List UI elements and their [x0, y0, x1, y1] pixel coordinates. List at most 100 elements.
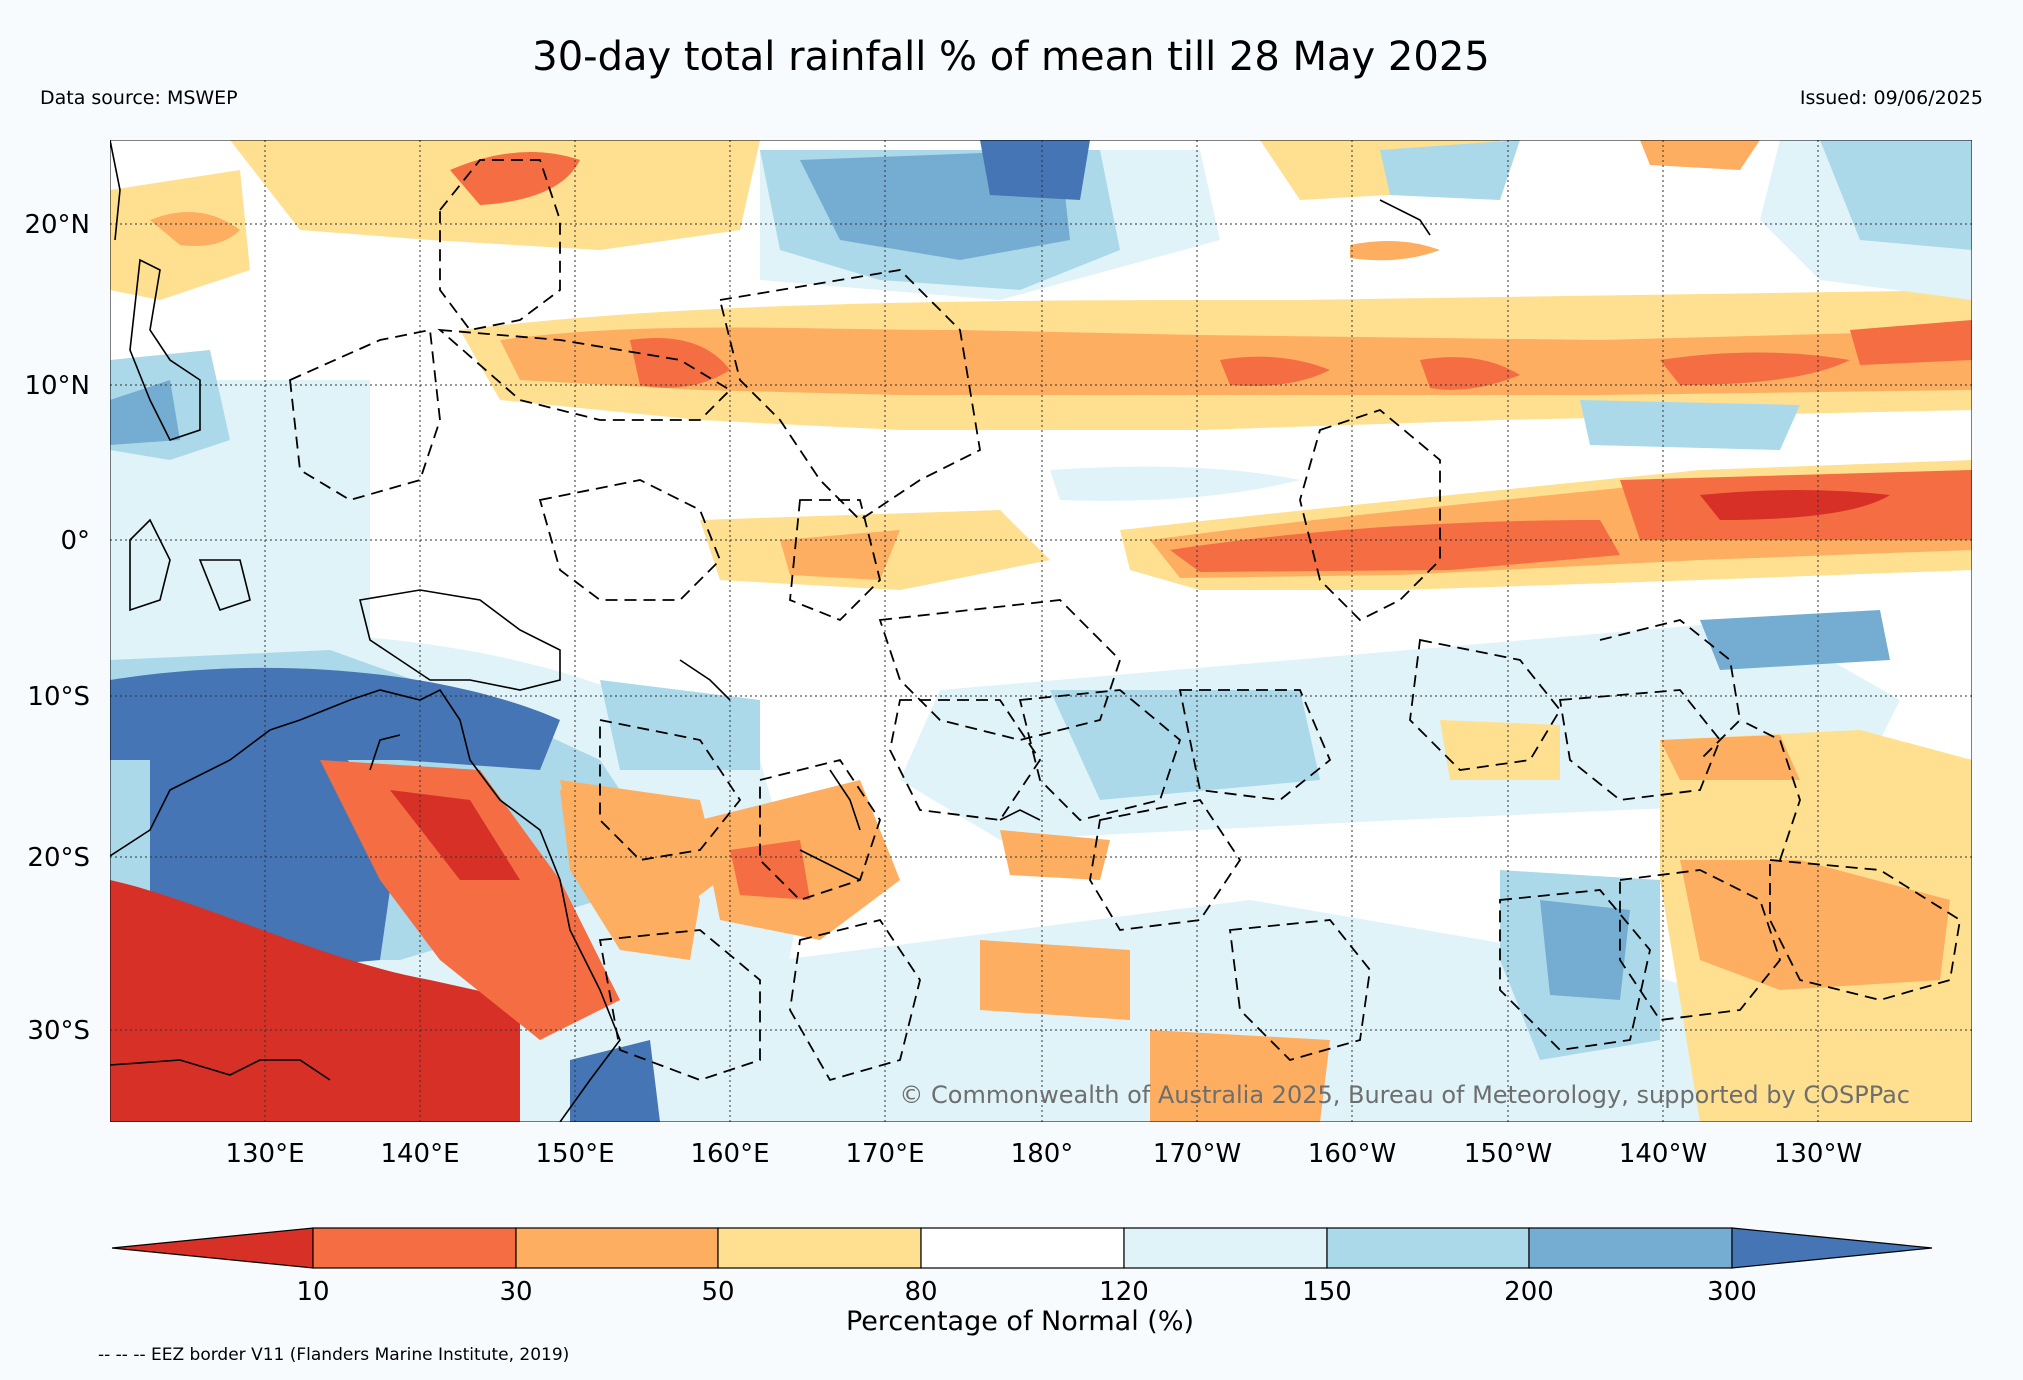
eez-boundary: [1558, 689, 1722, 801]
rain-region: [390, 790, 520, 880]
rain-region: [1640, 140, 1760, 170]
colorbar-tick-label: 30: [499, 1277, 532, 1307]
eez-footnote: -- -- -- EEZ border V11 (Flanders Marine…: [98, 1345, 569, 1365]
eez-boundary: [789, 499, 881, 622]
eez-boundary: [439, 159, 561, 331]
rainfall-shading: [110, 140, 1972, 1122]
colorbar-segment: [312, 1227, 517, 1269]
fiji-coastline: [999, 809, 1041, 821]
rain-region: [1440, 720, 1560, 780]
eez-boundary: [759, 758, 881, 902]
eez-boundary: [1409, 638, 1562, 771]
eez-boundary: [1769, 859, 1961, 1001]
map-title: 30-day total rainfall % of mean till 28 …: [532, 34, 1489, 80]
latitude-tick-label: 0°: [60, 526, 90, 556]
eez-boundary: [1018, 689, 1182, 821]
longitude-tick-label: 130°E: [225, 1139, 304, 1169]
data-source-label: Data source: MSWEP: [40, 87, 238, 109]
eez-boundary: [878, 599, 1122, 741]
rain-region: [1150, 1030, 1330, 1122]
eez-boundary: [538, 479, 722, 601]
colorbar-segment: [1326, 1227, 1530, 1269]
coastlines: [110, 140, 1431, 1122]
eez-borders: [289, 159, 1961, 1082]
hawaii-coastline: [1379, 199, 1431, 236]
eez-boundary: [889, 699, 1042, 821]
latitude-tick-label: 20°N: [24, 210, 90, 240]
colorbar-segment: [1528, 1227, 1733, 1269]
rain-region: [1050, 690, 1320, 800]
latitude-tick-label: 10°N: [24, 371, 90, 401]
colorbar: 10 30 50 80 120 150 200 300: [111, 1227, 1933, 1307]
rain-region: [1220, 356, 1330, 386]
latitude-labels: 20°N 10°N 0° 10°S 20°S 30°S: [24, 210, 90, 1046]
colorbar-tick-label: 50: [701, 1277, 734, 1307]
rain-region: [570, 1040, 660, 1122]
borneo-coastline: [129, 518, 171, 612]
vanuatu-coastline: [829, 769, 861, 831]
rain-region: [1350, 241, 1440, 261]
rain-region: [110, 380, 180, 445]
longitude-labels: 130°E 140°E 150°E 160°E 170°E 180° 170°W 160°W 1…: [225, 1139, 1862, 1169]
colorbar-tick-label: 10: [296, 1277, 329, 1307]
taiwan-coastline: [110, 140, 121, 241]
rain-region: [1850, 320, 1972, 365]
colorbar-tick-label: 150: [1302, 1277, 1352, 1307]
rain-region: [980, 940, 1130, 1020]
eez-boundary: [718, 269, 981, 522]
latitude-tick-label: 10°S: [27, 682, 90, 712]
rain-region: [1680, 860, 1950, 990]
latitude-tick-label: 30°S: [27, 1016, 90, 1046]
rainfall-map: [110, 140, 1972, 1122]
rain-region: [1170, 520, 1620, 572]
rain-region: [560, 790, 700, 960]
gulf-coastline: [369, 734, 401, 771]
new-caledonia-coastline: [799, 849, 861, 881]
colorbar-label: Percentage of Normal (%): [846, 1306, 1194, 1337]
rain-region: [1540, 900, 1630, 1000]
colorbar-tick-label: 80: [904, 1277, 937, 1307]
sulawesi-coastline: [198, 559, 251, 611]
longitude-tick-label: 170°W: [1153, 1139, 1241, 1169]
eez-boundary: [1228, 919, 1371, 1062]
new-guinea-coastline: [359, 589, 561, 691]
colorbar-segment: [1123, 1227, 1328, 1269]
colorbar-tick-label: 200: [1504, 1277, 1554, 1307]
eez-boundary: [1178, 689, 1332, 801]
issued-date-label: Issued: 09/06/2025: [1800, 87, 1983, 109]
longitude-tick-label: 170°E: [845, 1139, 924, 1169]
philippines-coastline: [129, 258, 201, 441]
longitude-tick-label: 160°E: [690, 1139, 769, 1169]
eez-boundary: [1089, 798, 1242, 931]
rain-region: [980, 140, 1090, 200]
rain-region: [1660, 735, 1800, 780]
longitude-tick-label: 150°W: [1464, 1139, 1552, 1169]
rain-region: [1660, 352, 1850, 385]
colorbar-tick-label: 120: [1099, 1277, 1149, 1307]
rain-region: [110, 880, 520, 1122]
copyright-notice: © Commonwealth of Australia 2025, Bureau…: [899, 1081, 1910, 1109]
colorbar-segment: [717, 1227, 922, 1269]
longitude-tick-label: 160°W: [1308, 1139, 1396, 1169]
eez-boundary: [598, 929, 761, 1081]
rain-region: [1700, 490, 1890, 520]
rain-region: [1000, 830, 1110, 880]
eez-boundary: [289, 328, 441, 501]
australia-south-coast: [110, 1059, 331, 1081]
longitude-tick-label: 130°W: [1774, 1139, 1862, 1169]
rain-region: [1380, 140, 1520, 200]
colorbar-tick-label: 300: [1707, 1277, 1757, 1307]
rain-region: [320, 760, 620, 1040]
colorbar-segment: [1731, 1227, 1933, 1269]
rain-region: [1580, 400, 1800, 450]
eez-boundary: [789, 918, 921, 1082]
eez-boundary: [437, 328, 732, 421]
latitude-tick-label: 20°S: [27, 843, 90, 873]
eez-boundary: [599, 718, 742, 861]
australia-coastline: [110, 688, 621, 1122]
eez-boundary: [1499, 889, 1651, 1051]
rain-region: [1820, 140, 1972, 250]
longitude-tick-label: 150°E: [535, 1139, 614, 1169]
solomon-coastline: [679, 659, 731, 701]
